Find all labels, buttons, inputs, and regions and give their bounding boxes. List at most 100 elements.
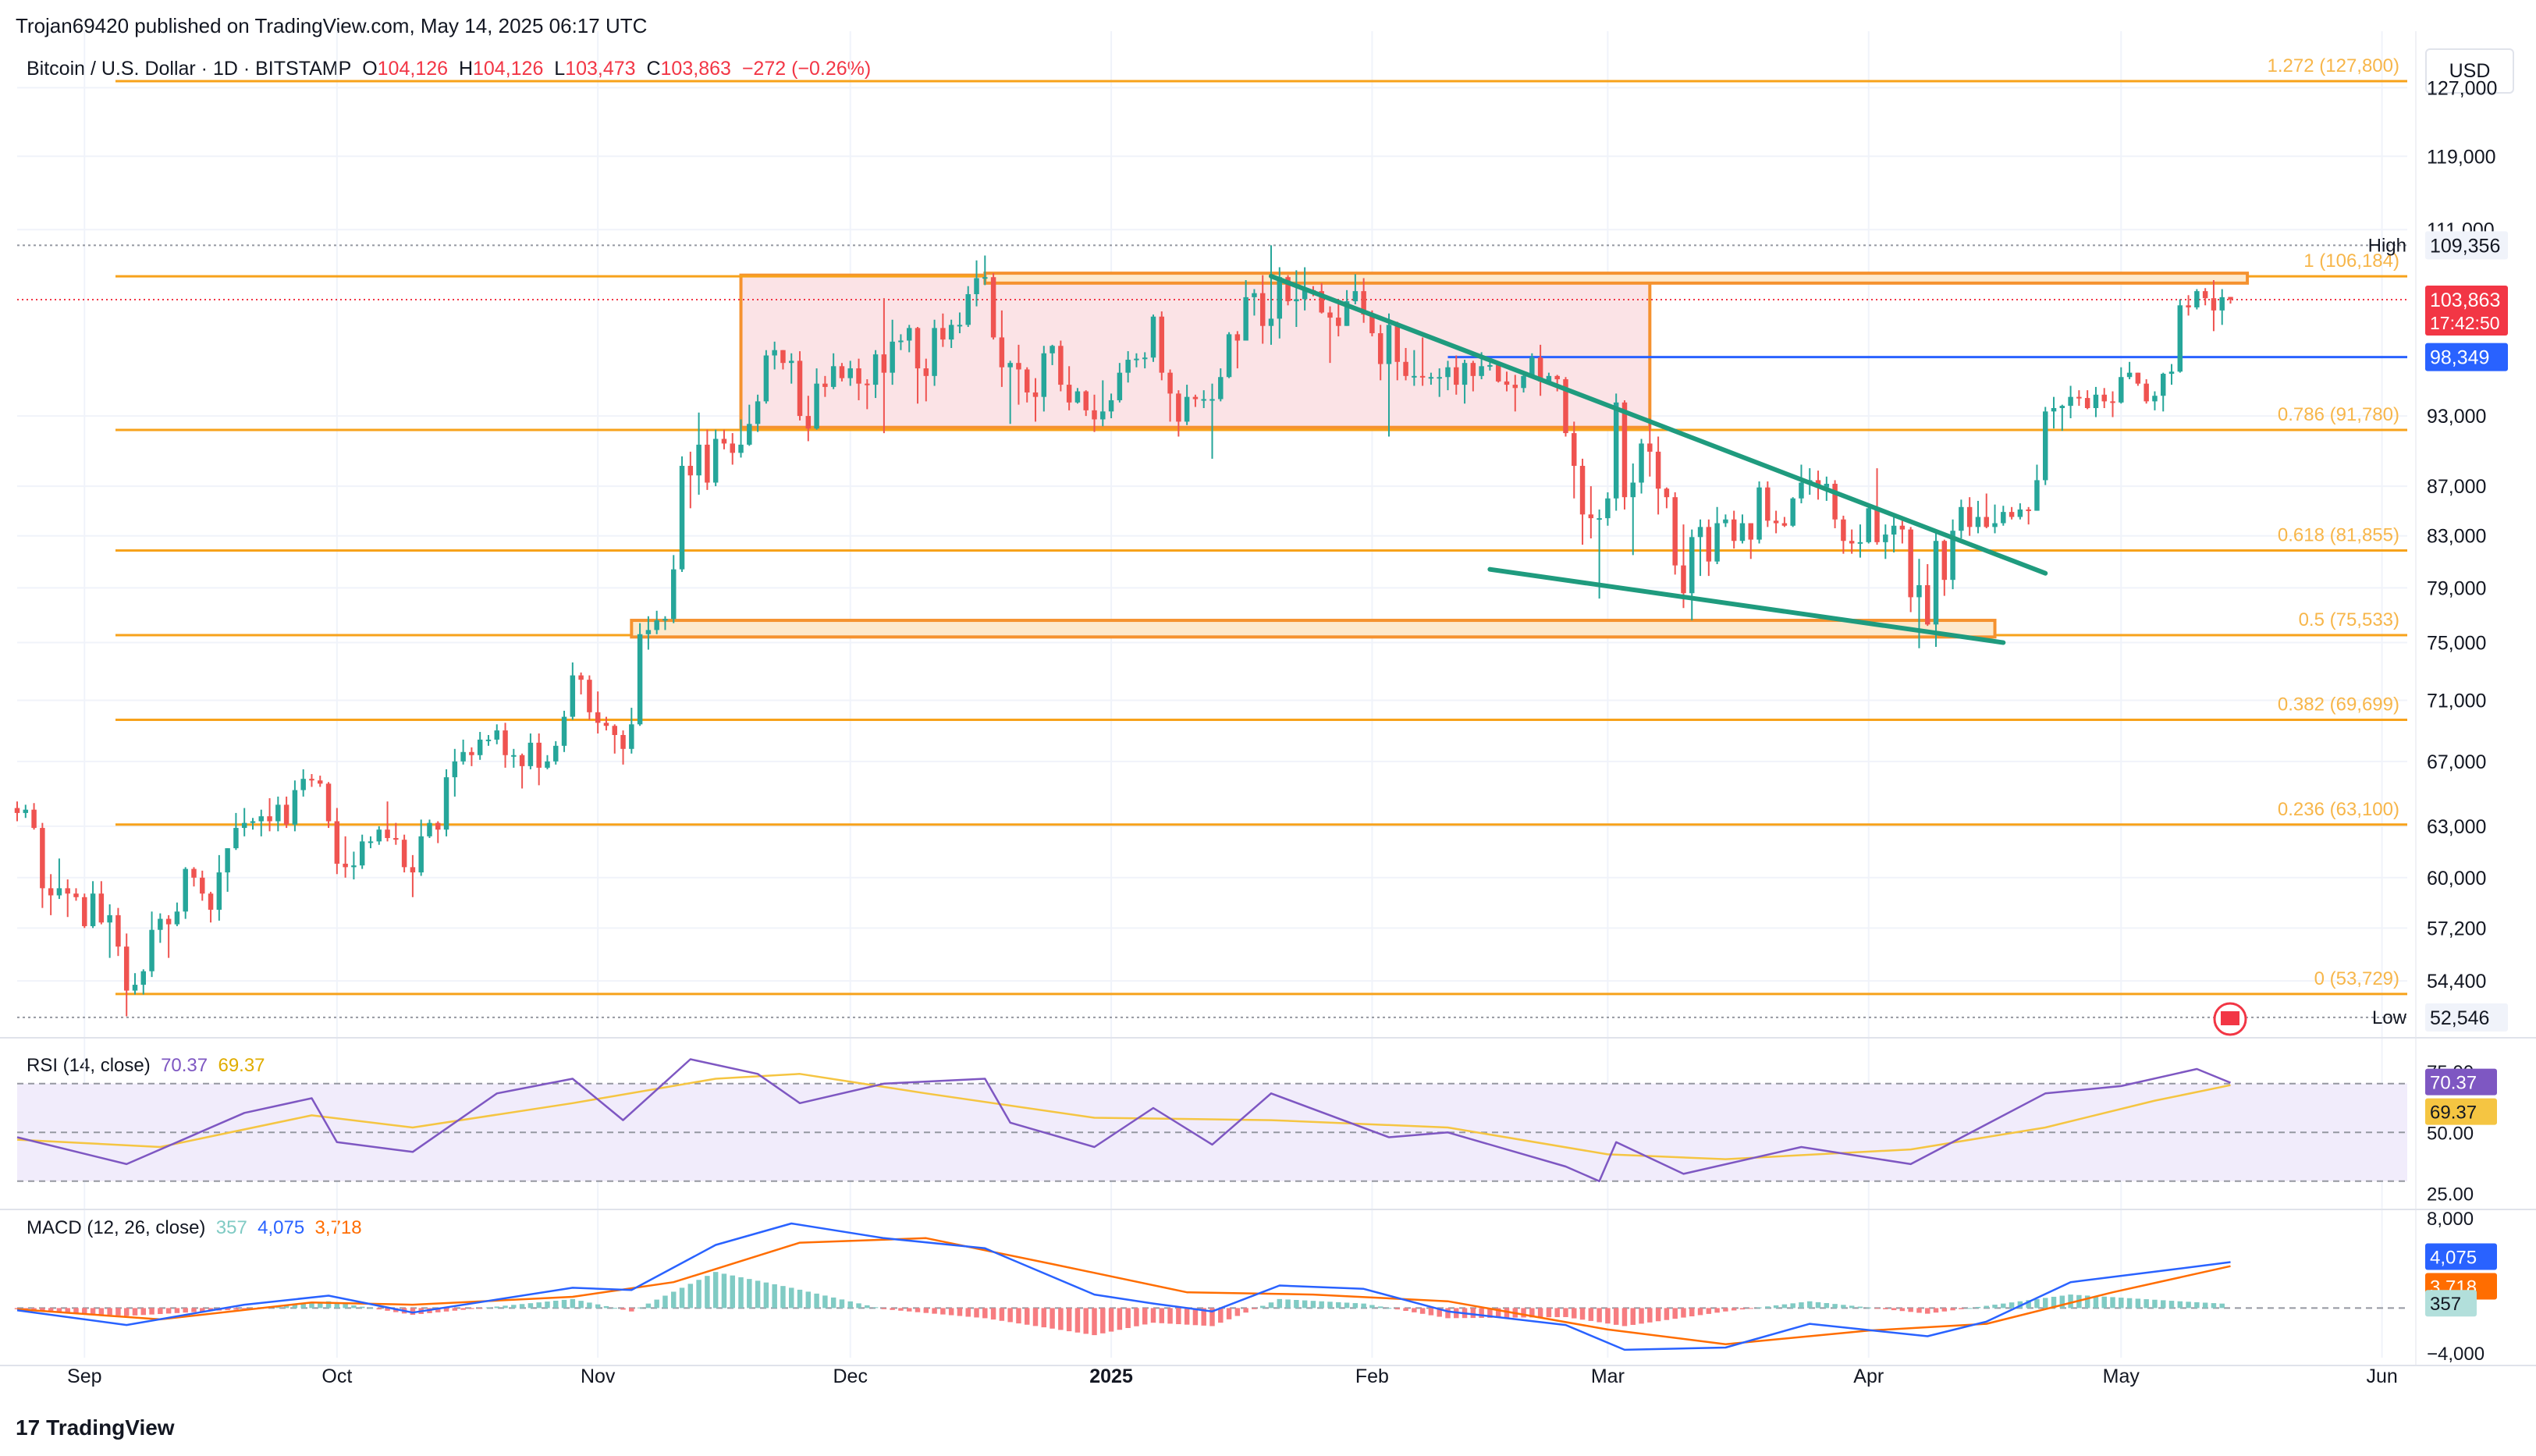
- candle-body: [2110, 401, 2115, 403]
- rsi-title: RSI (14, close): [27, 1055, 151, 1076]
- macd-histogram-bar: [1773, 1305, 1779, 1309]
- macd-histogram-bar: [1572, 1308, 1577, 1319]
- macd-histogram-bar: [755, 1280, 761, 1309]
- macd-histogram-bar: [603, 1305, 609, 1309]
- candle-body: [915, 328, 921, 369]
- candle-body: [1007, 363, 1013, 368]
- open-value: 104,126: [377, 58, 449, 80]
- macd-histogram-bar: [2017, 1301, 2023, 1309]
- macd-histogram-bar: [1739, 1308, 1746, 1310]
- candle-body: [1605, 498, 1611, 519]
- candle-body: [1412, 375, 1417, 378]
- macd-histogram-bar: [1226, 1308, 1232, 1319]
- candle-body: [1134, 358, 1139, 360]
- macd-histogram-bar: [1874, 1308, 1880, 1309]
- macd-histogram-bar: [1327, 1302, 1333, 1309]
- tradingview-logo-icon: 17: [16, 1415, 41, 1440]
- macd-histogram-bar: [477, 1308, 483, 1309]
- macd-histogram-bar: [1125, 1308, 1131, 1329]
- time-axis-label: Apr: [1853, 1365, 1884, 1387]
- macd-histogram-bar: [31, 1308, 37, 1311]
- event-flag-shape: [2221, 1011, 2239, 1025]
- macd-histogram-bar: [629, 1308, 634, 1312]
- candle-body: [1176, 393, 1181, 422]
- macd-histogram-bar: [999, 1308, 1005, 1321]
- candle-body: [427, 822, 432, 836]
- macd-histogram-bar: [805, 1291, 812, 1309]
- macd-histogram-bar: [671, 1291, 677, 1309]
- candle-body: [1487, 364, 1493, 367]
- macd-histogram-bar: [974, 1308, 979, 1318]
- macd-histogram-bar: [1142, 1308, 1148, 1325]
- change-value: −272 (−0.26%): [741, 58, 872, 80]
- candle-body: [898, 340, 904, 343]
- candle-body: [578, 675, 584, 680]
- candle-body: [318, 780, 323, 784]
- price-axis-tick: 71,000: [2427, 691, 2486, 712]
- macd-histogram-bar: [40, 1308, 45, 1311]
- candle-body: [1588, 514, 1594, 519]
- macd-histogram-bar: [65, 1308, 70, 1312]
- macd-histogram-bar: [1117, 1308, 1123, 1330]
- candle-body: [721, 439, 727, 444]
- macd-histogram-bar: [90, 1308, 96, 1314]
- macd-hist-legend-value: 357: [215, 1217, 247, 1238]
- tradingview-logo[interactable]: 17 TradingView: [16, 1415, 175, 1440]
- close-value: 103,863: [660, 58, 731, 80]
- macd-histogram-bar: [1933, 1308, 1939, 1313]
- candle-body: [1723, 519, 1728, 524]
- high-tag-label: High: [2368, 235, 2406, 256]
- price-axis-tick: 60,000: [2427, 868, 2486, 890]
- macd-histogram-bar: [1521, 1308, 1526, 1318]
- macd-histogram-bar: [1428, 1308, 1434, 1316]
- candle-body: [2168, 371, 2175, 375]
- candle-body: [1874, 508, 1880, 542]
- candle-body: [1125, 360, 1131, 373]
- candle-body: [1916, 584, 1922, 598]
- macd-histogram-bar: [485, 1307, 492, 1309]
- macd-histogram-bar: [1689, 1308, 1695, 1317]
- candle-body: [2076, 396, 2082, 399]
- candle-body: [485, 739, 492, 741]
- macd-histogram-bar: [881, 1308, 887, 1309]
- macd-histogram-bar: [1605, 1308, 1611, 1324]
- candle-body: [1824, 484, 1830, 488]
- macd-histogram-bar: [1032, 1308, 1039, 1326]
- macd-histogram-bar: [1310, 1301, 1316, 1309]
- candle-body: [2068, 396, 2073, 407]
- candle-body: [797, 360, 803, 417]
- candle-body: [65, 888, 70, 894]
- candle-body: [1832, 484, 1838, 520]
- macd-histogram-bar: [2219, 1303, 2225, 1309]
- macd-histogram-bar: [772, 1284, 777, 1309]
- candle-body: [830, 366, 836, 387]
- price-axis-tick: 75,000: [2427, 633, 2486, 655]
- currency-button[interactable]: USD: [2425, 48, 2514, 94]
- candle-body: [1352, 291, 1359, 302]
- macd-histogram-bar: [233, 1308, 239, 1310]
- candle-body: [225, 848, 230, 873]
- candle-body: [1984, 517, 1989, 527]
- macd-histogram-bar: [2101, 1296, 2107, 1309]
- macd-histogram-bar: [982, 1308, 988, 1319]
- candle-body: [2119, 377, 2124, 403]
- macd-histogram-bar: [174, 1308, 180, 1313]
- fib-label-0.236: 0.236 (63,100): [2278, 799, 2399, 820]
- macd-histogram-bar: [1176, 1308, 1181, 1325]
- price-axis-tick: 119,000: [2427, 146, 2496, 168]
- fib-label-1: 1 (106,184): [2303, 250, 2399, 272]
- macd-histogram-bar: [654, 1299, 659, 1309]
- price-axis-tick: 87,000: [2427, 476, 2486, 498]
- rsi-axis-tick: 25.00: [2427, 1184, 2474, 1205]
- macd-histogram-bar: [1681, 1308, 1686, 1318]
- candle-body: [2194, 291, 2200, 307]
- candle-body: [149, 929, 155, 971]
- macd-histogram-bar: [587, 1302, 592, 1309]
- candle-body: [183, 868, 188, 912]
- price-axis-tick: 79,000: [2427, 577, 2486, 599]
- candle-body: [1454, 367, 1459, 385]
- macd-histogram-bar: [839, 1299, 845, 1309]
- macd-histogram-bar: [822, 1295, 828, 1309]
- candle-body: [747, 424, 752, 445]
